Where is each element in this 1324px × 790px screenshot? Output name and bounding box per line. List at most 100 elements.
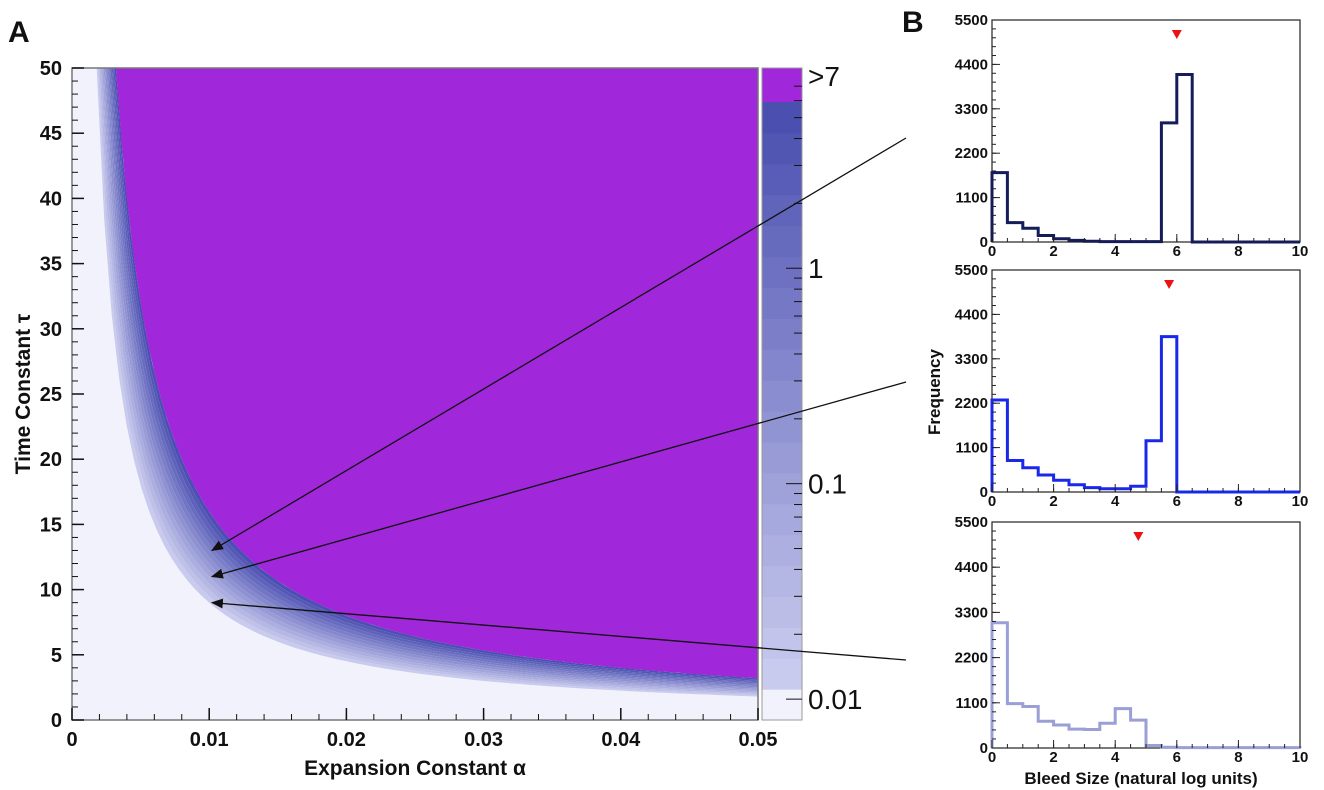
x-tick-label-b: 2 <box>1049 243 1057 260</box>
y-tick-label-b: 4400 <box>955 56 988 73</box>
colorbar-frame <box>761 67 803 721</box>
connector-arrow-3 <box>210 598 907 661</box>
histogram-outline <box>990 621 1302 750</box>
histogram-1: 0 2 4 6 8 10 0 1100 2200 3300 4400 5500 <box>955 12 1309 260</box>
y-tick-label-b: 5500 <box>955 12 988 29</box>
colorbar-segment <box>762 627 802 659</box>
x-tick-label-a: 0.05 <box>739 729 778 751</box>
colorbar-segment <box>762 689 802 721</box>
histogram-outline <box>990 73 1300 244</box>
histogram-bin <box>1023 706 1038 748</box>
y-tick-label-b: 2200 <box>955 395 988 412</box>
colorbar-segment <box>762 534 802 567</box>
x-tick-label-b: 2 <box>1049 493 1057 510</box>
colorbar-segment <box>762 503 802 536</box>
histogram-bin <box>1115 709 1130 748</box>
colorbar-segment <box>762 287 802 319</box>
heatmap-plot-area <box>72 68 758 720</box>
histogram-bin <box>1161 123 1176 242</box>
panel-label-b: B <box>902 6 924 39</box>
x-tick-label-b: 0 <box>988 243 996 260</box>
x-tick-label-b: 10 <box>1292 243 1309 260</box>
histogram-bin <box>1161 337 1176 492</box>
panel-label-a: A <box>8 16 30 49</box>
y-tick-label-b: 0 <box>980 740 988 757</box>
x-tick-label-a: 0.04 <box>601 729 641 751</box>
y-tick-label-a: 30 <box>40 319 62 341</box>
histogram-bin <box>1100 723 1115 748</box>
histogram-bin <box>992 173 1007 242</box>
histogram-bin <box>1100 489 1115 492</box>
x-tick-label-a: 0.01 <box>190 729 229 751</box>
colorbar-segment <box>762 658 802 690</box>
x-tick-label-b: 2 <box>1049 749 1057 766</box>
y-tick-label-b: 2200 <box>955 145 988 162</box>
y-tick-label-a: 50 <box>40 58 62 80</box>
histogram-bin <box>1084 241 1099 242</box>
x-tick-label-b: 6 <box>1173 243 1181 260</box>
y-tick-label-b: 0 <box>980 234 988 251</box>
x-tick-label-a: 0.03 <box>464 729 503 751</box>
histogram-frame <box>991 19 1301 243</box>
colorbar-saturated-segment <box>762 68 802 102</box>
histogram-bin <box>1054 480 1069 492</box>
x-tick-label-b: 10 <box>1292 749 1309 766</box>
y-tick-label-a: 20 <box>40 449 62 471</box>
histogram-bin <box>1054 725 1069 748</box>
histogram-3: 0 2 4 6 8 10 0 1100 2200 3300 4400 5500 <box>955 514 1309 766</box>
x-tick-label-b: 4 <box>1111 493 1120 510</box>
colorbar-segment <box>762 225 802 258</box>
histogram-bin <box>1038 721 1053 748</box>
x-tick-label-b: 0 <box>988 493 996 510</box>
heatmap-saturated-region <box>115 68 758 679</box>
colorbar-segment <box>762 380 802 412</box>
histogram-bin <box>1054 239 1069 242</box>
histogram-bin <box>1007 223 1022 242</box>
y-tick-label-b: 1100 <box>955 440 988 457</box>
y-tick-label-a: 45 <box>40 123 62 145</box>
y-tick-label-b: 3300 <box>955 351 988 368</box>
histogram-bin <box>1007 704 1022 748</box>
histogram-bin <box>1131 486 1146 492</box>
y-tick-label-b: 3300 <box>955 604 988 621</box>
x-tick-label-b: 4 <box>1111 243 1120 260</box>
x-tick-label-b: 6 <box>1173 749 1181 766</box>
colorbar: 0.01 0.1 1 >7 <box>761 61 863 721</box>
x-tick-label-b: 10 <box>1292 493 1309 510</box>
histogram-bin <box>1069 240 1084 242</box>
y-tick-label-b: 1100 <box>955 695 988 712</box>
y-tick-label-a: 15 <box>40 514 62 536</box>
colorbar-segment <box>762 441 802 474</box>
histogram-bin <box>1069 729 1084 748</box>
x-tick-label-b: 0 <box>988 749 996 766</box>
histogram-bin <box>1084 488 1099 492</box>
peak-marker <box>1171 30 1182 39</box>
histogram-bin <box>1161 747 1176 748</box>
colorbar-segment <box>762 565 802 597</box>
y-tick-label-a: 10 <box>40 580 62 602</box>
histogram-bin <box>1177 74 1192 242</box>
y-axis-title-a: Time Constant τ <box>12 313 35 474</box>
histogram-bin <box>1007 461 1022 492</box>
peak-marker <box>1133 532 1144 541</box>
x-tick-label-b: 8 <box>1234 243 1242 260</box>
connector-arrows <box>210 137 907 661</box>
histogram-bin <box>992 623 1007 748</box>
histogram-bin <box>1146 746 1161 748</box>
x-axis-title-a: Expansion Constant α <box>304 757 526 780</box>
connector-arrow-1 <box>211 137 907 552</box>
colorbar-label: 1 <box>808 253 824 284</box>
x-tick-label-a: 0.02 <box>327 729 366 751</box>
colorbar-segment <box>762 194 802 227</box>
y-tick-label-b: 2200 <box>955 650 988 667</box>
histogram-bin <box>1084 730 1099 748</box>
y-tick-label-a: 25 <box>40 384 62 406</box>
colorbar-segment <box>762 256 802 288</box>
y-tick-label-b: 3300 <box>955 101 988 118</box>
histogram-bin <box>1023 468 1038 492</box>
colorbar-segment <box>762 596 802 628</box>
x-tick-label-a: 0 <box>66 729 77 751</box>
axis-ticks-a: 0 0.01 0.02 0.03 0.04 0.05 0 5 10 15 20 25 30 35 40 45 5… <box>40 58 778 751</box>
